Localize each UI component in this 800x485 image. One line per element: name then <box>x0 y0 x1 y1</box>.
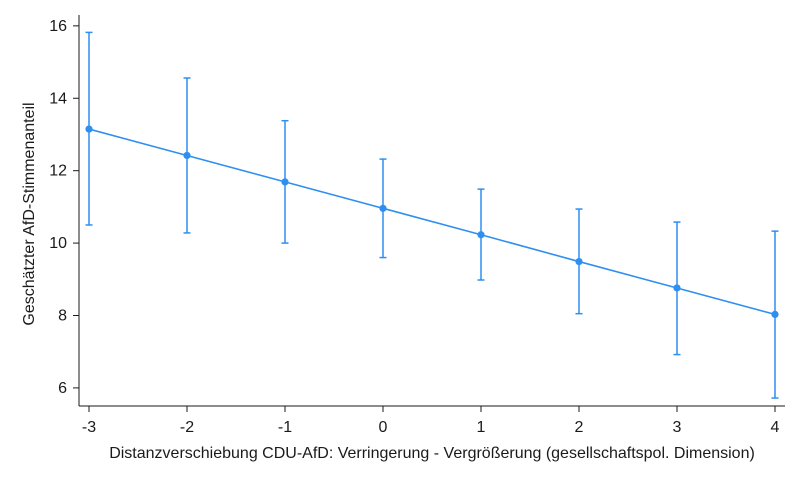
data-point <box>183 151 191 160</box>
data-point <box>477 231 485 239</box>
x-tick-label: 1 <box>477 419 486 436</box>
data-point <box>281 178 289 186</box>
y-tick-label: 10 <box>49 235 67 252</box>
x-axis-title: Distanzverschiebung CDU-AfD: Verringerun… <box>109 445 755 462</box>
x-tick-label: -2 <box>180 419 194 436</box>
y-tick-label: 14 <box>49 90 67 107</box>
y-axis-title: Geschätzter AfD-Stimmenanteil <box>21 102 38 325</box>
x-axis-ticks: -3 -2 -1 0 1 2 3 4 <box>82 406 780 436</box>
x-tick-label: 4 <box>771 419 780 436</box>
y-tick-label: 12 <box>49 163 67 180</box>
series-group <box>85 125 779 319</box>
data-point <box>85 125 93 133</box>
x-tick-label: -3 <box>82 419 96 436</box>
x-tick-label: 0 <box>379 419 388 436</box>
data-point <box>771 310 779 319</box>
x-tick-label: 3 <box>673 419 682 436</box>
y-tick-label: 6 <box>58 380 67 397</box>
y-tick-label: 16 <box>49 18 67 35</box>
data-point <box>379 204 387 212</box>
y-tick-label: 8 <box>58 307 67 324</box>
y-axis-ticks: 6 8 10 12 14 16 <box>49 18 79 397</box>
x-tick-label: 2 <box>575 419 584 436</box>
x-tick-label: -1 <box>278 419 292 436</box>
series-line <box>88 128 776 316</box>
data-point <box>673 284 681 292</box>
data-point <box>575 257 583 266</box>
